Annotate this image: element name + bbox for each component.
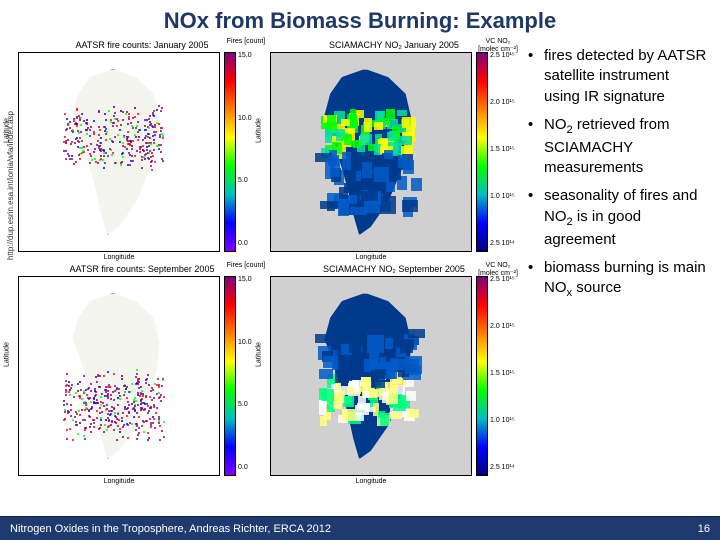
colorbar-tick: 1.0 10¹⁵ <box>490 193 515 200</box>
colorbar-ticks: VC NO₂ [molec cm⁻²]2.5 10¹⁵2.0 10¹⁵1.5 1… <box>490 276 518 476</box>
colorbar-strip <box>476 52 488 252</box>
bullet-item: NO2 retrieved from SCIAMACHY measurement… <box>528 115 708 179</box>
colorbar-tick: 1.5 10¹⁵ <box>490 370 515 377</box>
footer-left: Nitrogen Oxides in the Troposphere, Andr… <box>10 523 331 535</box>
colorbar <box>224 52 236 252</box>
colorbar-tick: 2.0 10¹⁵ <box>490 99 515 106</box>
x-axis-label: Longitude <box>104 478 135 485</box>
map-panel-aatsr-jan: AATSR fire counts: January 2005LatitudeL… <box>18 40 266 260</box>
colorbar-tick: 2.5 10¹⁴ <box>490 464 515 471</box>
x-axis-label: Longitude <box>104 254 135 261</box>
colorbar-tick: 10.0 <box>238 115 252 122</box>
colorbar-tick: 10.0 <box>238 339 252 346</box>
colorbar-ticks: Fires [count]15.010.05.00.0 <box>238 276 266 476</box>
colorbar-tick: 15.0 <box>238 52 252 59</box>
map-panel-scia-jan: SCIAMACHY NO₂ January 2005LatitudeLongit… <box>270 40 518 260</box>
colorbar-tick: 2.5 10¹⁵ <box>490 276 515 283</box>
colorbar-title: VC NO₂ [molec cm⁻²] <box>476 38 520 53</box>
colorbar-tick: 2.0 10¹⁵ <box>490 323 515 330</box>
y-axis-label: Latitude <box>4 342 11 367</box>
colorbar-strip <box>224 276 236 476</box>
colorbar <box>476 52 488 252</box>
y-axis-label: Latitude <box>256 342 263 367</box>
map-panel-scia-sep: SCIAMACHY NO₂ September 2005LatitudeLong… <box>270 264 518 484</box>
colorbar-tick: 15.0 <box>238 276 252 283</box>
footer-bar: Nitrogen Oxides in the Troposphere, Andr… <box>0 516 720 540</box>
content-area: AATSR fire counts: January 2005LatitudeL… <box>0 40 720 484</box>
map-axes: LatitudeLongitude <box>18 52 220 252</box>
bullet-item: seasonality of fires and NO2 is in good … <box>528 186 708 250</box>
bullet-list: fires detected by AATSR satellite instru… <box>518 40 712 484</box>
slide-title: NOx from Biomass Burning: Example <box>0 0 720 40</box>
colorbar-tick: 1.5 10¹⁵ <box>490 146 515 153</box>
maps-grid: AATSR fire counts: January 2005LatitudeL… <box>18 40 518 484</box>
colorbar-title: VC NO₂ [molec cm⁻²] <box>476 262 520 277</box>
fires-layer <box>19 53 219 251</box>
x-axis-label: Longitude <box>356 254 387 261</box>
no2-field <box>271 277 471 475</box>
map-panel-aatsr-sep: AATSR fire counts: September 2005Latitud… <box>18 264 266 484</box>
colorbar <box>224 276 236 476</box>
map-axes: LatitudeLongitude <box>18 276 220 476</box>
colorbar-strip <box>476 276 488 476</box>
bullet-item: biomass burning is main NOx source <box>528 258 708 301</box>
colorbar-tick: 0.0 <box>238 240 248 247</box>
colorbar <box>476 276 488 476</box>
no2-field <box>271 53 471 251</box>
colorbar-tick: 5.0 <box>238 401 248 408</box>
map-axes: LatitudeLongitude <box>270 52 472 252</box>
colorbar-tick: 2.5 10¹⁴ <box>490 240 515 247</box>
fires-layer <box>19 277 219 475</box>
colorbar-tick: 0.0 <box>238 464 248 471</box>
page-number: 16 <box>698 523 710 535</box>
map-axes: LatitudeLongitude <box>270 276 472 476</box>
y-axis-label: Latitude <box>4 118 11 143</box>
colorbar-tick: 5.0 <box>238 177 248 184</box>
colorbar-title: Fires [count] <box>224 38 268 45</box>
colorbar-tick: 1.0 10¹⁵ <box>490 417 515 424</box>
bullet-item: fires detected by AATSR satellite instru… <box>528 46 708 107</box>
colorbar-ticks: VC NO₂ [molec cm⁻²]2.5 10¹⁵2.0 10¹⁵1.5 1… <box>490 52 518 252</box>
x-axis-label: Longitude <box>356 478 387 485</box>
colorbar-tick: 2.5 10¹⁵ <box>490 52 515 59</box>
colorbar-ticks: Fires [count]15.010.05.00.0 <box>238 52 266 252</box>
colorbar-title: Fires [count] <box>224 262 268 269</box>
y-axis-label: Latitude <box>256 118 263 143</box>
colorbar-strip <box>224 52 236 252</box>
